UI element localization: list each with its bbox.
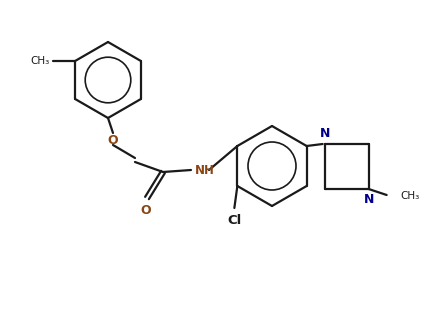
Text: O: O xyxy=(108,133,118,147)
Text: O: O xyxy=(141,204,151,217)
Text: CH₃: CH₃ xyxy=(31,56,50,66)
Text: CH₃: CH₃ xyxy=(401,191,420,201)
Text: Cl: Cl xyxy=(227,214,241,227)
Text: N: N xyxy=(363,193,374,206)
Text: N: N xyxy=(319,127,330,140)
Text: NH: NH xyxy=(195,163,215,176)
